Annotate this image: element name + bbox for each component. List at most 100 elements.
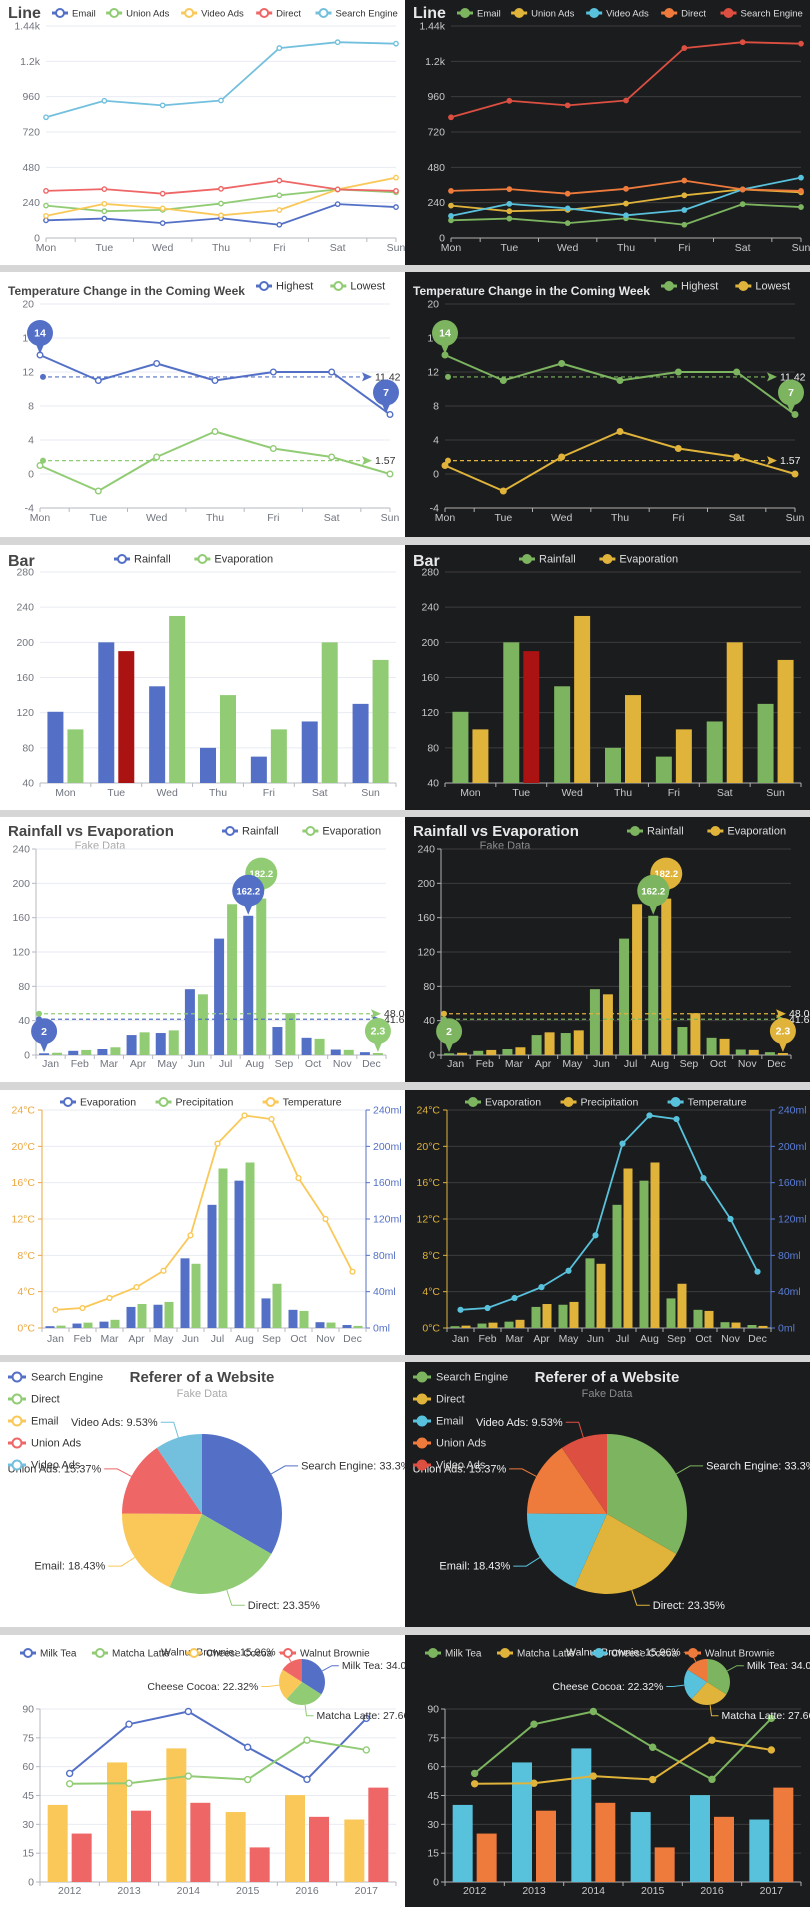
bar-walnut-brownie-0[interactable]: [476, 1833, 497, 1882]
series-line-direct[interactable]: [43, 177, 399, 197]
pie-slice-search-engine[interactable]: [607, 1434, 687, 1554]
bar-rainfall-8[interactable]: [677, 1027, 688, 1056]
bar-evaporation-4[interactable]: [270, 729, 287, 783]
mini-pie-slice-milk-tea[interactable]: [707, 1658, 730, 1694]
bar-precipitation-11[interactable]: [758, 1325, 768, 1328]
bar-precipitation-11[interactable]: [353, 1325, 363, 1328]
legend-item-evaporation[interactable]: Evaporation: [465, 1096, 541, 1108]
bar-rainfall-4[interactable]: [155, 1033, 166, 1056]
bar-walnut-brownie-1[interactable]: [536, 1810, 556, 1882]
bar-evaporation-4[interactable]: [168, 1030, 179, 1056]
series-bar-cheese-cocoa[interactable]: [47, 1747, 365, 1882]
bar-rainfall-3[interactable]: [126, 1035, 137, 1056]
series-line-lowest[interactable]: [441, 428, 799, 495]
legend-item-temperature[interactable]: Temperature: [667, 1096, 747, 1108]
bar-precipitation-9[interactable]: [704, 1310, 714, 1328]
bar-evaporation-3[interactable]: [126, 1306, 136, 1328]
bar-evaporation-4[interactable]: [558, 1304, 568, 1328]
bar-precipitation-0[interactable]: [56, 1325, 66, 1328]
bar-precipitation-3[interactable]: [137, 1303, 147, 1328]
bar-evaporation-1[interactable]: [81, 1050, 92, 1056]
bar-evaporation-9[interactable]: [719, 1039, 730, 1056]
bar-precipitation-2[interactable]: [110, 1319, 120, 1328]
bar-walnut-brownie-3[interactable]: [654, 1846, 675, 1882]
bar-precipitation-5[interactable]: [191, 1263, 201, 1328]
legend-item-union-ads[interactable]: Union Ads: [511, 8, 575, 20]
pie-slice-email[interactable]: [121, 1513, 202, 1588]
bar-rainfall-0[interactable]: [452, 711, 469, 783]
bar-evaporation-1[interactable]: [486, 1050, 497, 1056]
legend-item-video-ads[interactable]: Video Ads: [181, 8, 244, 20]
series-bar-evaporation[interactable]: [457, 898, 788, 1056]
legend-item-walnut-brownie[interactable]: Walnut Brownie: [685, 1647, 775, 1659]
legend-item-video-ads[interactable]: Video Ads: [413, 1459, 486, 1472]
bar-evaporation-9[interactable]: [693, 1309, 703, 1328]
bar-cheese-cocoa-4[interactable]: [285, 1794, 305, 1882]
series-bar-rainfall[interactable]: [47, 642, 369, 783]
series-line-video-ads[interactable]: [43, 174, 399, 219]
series-line-direct[interactable]: [448, 177, 804, 197]
legend-item-email[interactable]: Email: [457, 8, 501, 20]
pie-slice-direct[interactable]: [574, 1514, 677, 1595]
mini-pie-slice-walnut-brownie[interactable]: [282, 1658, 302, 1682]
bar-evaporation-2[interactable]: [110, 1047, 121, 1056]
legend-item-union-ads[interactable]: Union Ads: [106, 8, 170, 20]
bar-cheese-cocoa-1[interactable]: [107, 1761, 127, 1882]
bar-rainfall-7[interactable]: [243, 916, 254, 1056]
legend-item-lowest[interactable]: Lowest: [735, 281, 790, 293]
bar-evaporation-5[interactable]: [726, 642, 743, 783]
legend-item-video-ads[interactable]: Video Ads: [586, 8, 649, 20]
bar-evaporation-0[interactable]: [450, 1325, 460, 1328]
bar-evaporation-0[interactable]: [45, 1325, 55, 1328]
legend-item-cheese-cocoa[interactable]: Cheese Cocoa: [591, 1647, 678, 1659]
legend-item-precipitation[interactable]: Precipitation: [155, 1096, 234, 1108]
bar-evaporation-1[interactable]: [72, 1323, 82, 1328]
bar-cheese-cocoa-2[interactable]: [571, 1747, 592, 1882]
legend-item-email[interactable]: Email: [413, 1415, 464, 1428]
bar-rainfall-1[interactable]: [473, 1051, 484, 1056]
bar-evaporation-10[interactable]: [720, 1321, 730, 1328]
bar-precipitation-1[interactable]: [83, 1322, 93, 1328]
bar-rainfall-9[interactable]: [706, 1038, 717, 1056]
bar-evaporation-0[interactable]: [52, 1053, 63, 1056]
legend-item-evaporation[interactable]: Evaporation: [707, 826, 786, 838]
bar-evaporation-11[interactable]: [777, 1053, 788, 1056]
bar-cheese-cocoa-2[interactable]: [166, 1747, 187, 1882]
legend-item-search-engine[interactable]: Search Engine: [315, 8, 398, 20]
bar-evaporation-11[interactable]: [372, 1053, 383, 1056]
pie-slice-video-ads[interactable]: [156, 1434, 202, 1515]
bar-evaporation-9[interactable]: [288, 1309, 298, 1328]
bar-evaporation-6[interactable]: [207, 1204, 217, 1328]
mini-pie-slice-cheese-cocoa[interactable]: [684, 1669, 707, 1699]
legend-item-search-engine[interactable]: Search Engine: [8, 1371, 103, 1384]
series-bar-walnut-brownie[interactable]: [476, 1787, 794, 1882]
legend-item-walnut-brownie[interactable]: Walnut Brownie: [280, 1647, 370, 1659]
bar-precipitation-8[interactable]: [677, 1283, 687, 1328]
bar-rainfall-6[interactable]: [214, 938, 225, 1056]
series-line-email[interactable]: [448, 201, 804, 228]
series-line-video-ads[interactable]: [448, 174, 804, 219]
legend-item-email[interactable]: Email: [8, 1415, 59, 1428]
bar-evaporation-5[interactable]: [585, 1258, 595, 1328]
series-bar-evaporation[interactable]: [52, 898, 383, 1056]
bar-evaporation-7[interactable]: [256, 898, 267, 1056]
bar-cheese-cocoa-5[interactable]: [749, 1819, 770, 1882]
series-bar-rainfall[interactable]: [452, 642, 774, 783]
bar-walnut-brownie-2[interactable]: [595, 1802, 616, 1882]
series-line-temperature[interactable]: [52, 1112, 356, 1313]
legend-item-rainfall[interactable]: Rainfall: [519, 553, 576, 565]
bar-precipitation-9[interactable]: [299, 1310, 309, 1328]
series-bar-precipitation[interactable]: [56, 1162, 363, 1328]
bar-cheese-cocoa-0[interactable]: [452, 1804, 473, 1882]
bar-rainfall-5[interactable]: [706, 721, 723, 783]
bar-cheese-cocoa-3[interactable]: [630, 1811, 651, 1882]
bar-rainfall-3[interactable]: [200, 747, 216, 783]
mini-pie-slice-cheese-cocoa[interactable]: [279, 1669, 302, 1699]
bar-rainfall-4[interactable]: [250, 756, 267, 783]
legend-item-direct[interactable]: Direct: [413, 1393, 465, 1406]
bar-evaporation-4[interactable]: [153, 1304, 163, 1328]
legend-item-union-ads[interactable]: Union Ads: [8, 1437, 82, 1450]
bar-rainfall-1[interactable]: [98, 642, 115, 783]
bar-precipitation-4[interactable]: [569, 1301, 579, 1328]
bar-evaporation-6[interactable]: [372, 659, 389, 783]
